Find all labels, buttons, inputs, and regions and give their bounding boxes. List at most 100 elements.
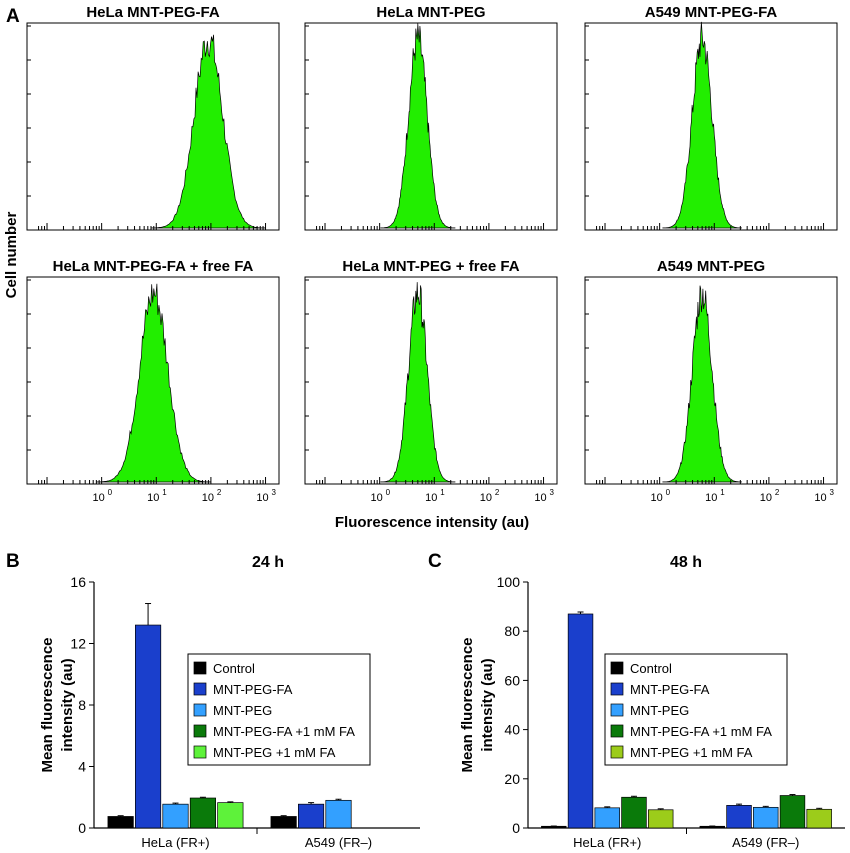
histogram-title: A549 MNT-PEG bbox=[657, 258, 765, 275]
histogram-x-tick-label: 10 bbox=[371, 492, 383, 504]
bar-chart-category-label: A549 (FR–) bbox=[732, 835, 799, 850]
bar-chart-y-tick-label: 40 bbox=[504, 722, 520, 738]
bar bbox=[753, 806, 779, 829]
legend-swatch bbox=[610, 661, 624, 675]
bar-chart-y-tick-label: 8 bbox=[78, 697, 86, 713]
bar bbox=[298, 803, 325, 829]
histogram-panels: HeLa MNT-PEG-FA HeLa MNT-PEG A549 MNT-PEG-… bbox=[26, 4, 838, 504]
bar bbox=[107, 816, 134, 829]
histogram-x-tick-exponent: 0 bbox=[666, 488, 671, 497]
legend-swatch bbox=[193, 703, 207, 717]
histogram-x-tick-exponent: 0 bbox=[108, 488, 113, 497]
panel-label-c: C bbox=[428, 551, 442, 572]
histogram-distribution bbox=[662, 285, 742, 483]
histogram-x-tick-label: 10 bbox=[147, 492, 159, 504]
histogram-x-tick-label: 10 bbox=[480, 492, 492, 504]
histogram-title: HeLa MNT-PEG + free FA bbox=[342, 258, 519, 275]
legend-swatch bbox=[193, 661, 207, 675]
bar-chart-ylabel: Mean fluorescence bbox=[459, 637, 476, 772]
bar-chart-y-tick-label: 4 bbox=[78, 759, 86, 775]
bar bbox=[699, 825, 726, 829]
histogram-x-tick-exponent: 3 bbox=[830, 488, 835, 497]
bar bbox=[806, 808, 832, 829]
bar-chart-y-tick-label: 0 bbox=[512, 820, 520, 836]
legend-label: MNT-PEG-FA +1 mM FA bbox=[213, 724, 355, 739]
legend-label: MNT-PEG bbox=[630, 703, 689, 718]
bar-chart-y-tick-label: 100 bbox=[497, 574, 521, 590]
histogram-x-tick-label: 10 bbox=[425, 492, 437, 504]
histogram-title: HeLa MNT-PEG-FA bbox=[86, 4, 220, 21]
histogram-x-tick-exponent: 0 bbox=[386, 488, 391, 497]
histogram-frame bbox=[584, 276, 838, 485]
histogram-ylabel: Cell number bbox=[3, 211, 20, 298]
bar bbox=[779, 795, 806, 829]
legend-box bbox=[604, 653, 788, 766]
bar bbox=[217, 802, 244, 829]
bar bbox=[135, 624, 162, 829]
histogram-title: A549 MNT-PEG-FA bbox=[645, 4, 778, 21]
panel-label-a: A bbox=[6, 6, 20, 27]
legend-label: Control bbox=[630, 661, 672, 676]
bar-chart-ylabel: intensity (au) bbox=[479, 658, 496, 751]
bar bbox=[621, 796, 647, 829]
bar bbox=[189, 797, 216, 829]
histogram-distribution bbox=[662, 21, 742, 229]
bar-chart-y-tick-label: 60 bbox=[504, 672, 520, 688]
histogram-x-tick-label: 10 bbox=[705, 492, 717, 504]
histogram-x-tick-exponent: 1 bbox=[440, 488, 445, 497]
histogram-x-tick-exponent: 3 bbox=[272, 488, 277, 497]
bar-chart-title: 24 h bbox=[252, 554, 284, 571]
legend-swatch bbox=[193, 745, 207, 759]
bar-chart-category-label: A549 (FR–) bbox=[305, 835, 372, 850]
bar-chart-panel: 48 h Mean fluorescence intensity (au) 0 20 40… bbox=[459, 554, 845, 850]
legend-swatch bbox=[610, 745, 624, 759]
legend-label: MNT-PEG-FA bbox=[630, 682, 710, 697]
histogram-frame bbox=[304, 22, 558, 231]
histogram-x-tick-exponent: 2 bbox=[495, 488, 500, 497]
legend-swatch bbox=[610, 724, 624, 738]
histogram-x-tick-exponent: 3 bbox=[550, 488, 555, 497]
histogram-frame bbox=[26, 276, 280, 485]
bar-chart-y-tick-label: 16 bbox=[70, 574, 86, 590]
bar bbox=[270, 816, 297, 829]
histogram-distribution bbox=[380, 282, 456, 483]
histogram-x-tick-label: 10 bbox=[651, 492, 663, 504]
legend-label: MNT-PEG +1 mM FA bbox=[630, 745, 753, 760]
bar-chart-title: 48 h bbox=[670, 554, 702, 571]
bar-chart-category-label: HeLa (FR+) bbox=[141, 835, 209, 850]
histogram-panel: HeLa MNT-PEG-FA bbox=[26, 4, 280, 231]
histogram-x-tick-label: 10 bbox=[202, 492, 214, 504]
histogram-frame bbox=[304, 276, 558, 485]
bar bbox=[325, 799, 352, 829]
histogram-frame bbox=[584, 22, 838, 231]
bar bbox=[162, 803, 189, 829]
bar-chart-category-label: HeLa (FR+) bbox=[573, 835, 641, 850]
bar bbox=[541, 825, 567, 829]
legend-box bbox=[187, 653, 371, 766]
histogram-x-tick-exponent: 1 bbox=[720, 488, 725, 497]
bar bbox=[567, 613, 594, 829]
legend-swatch bbox=[610, 682, 624, 696]
bar-chart-y-tick-label: 0 bbox=[78, 820, 86, 836]
histogram-x-tick-label: 10 bbox=[814, 492, 826, 504]
legend-swatch bbox=[193, 682, 207, 696]
legend-swatch bbox=[193, 724, 207, 738]
histogram-panel: HeLa MNT-PEG bbox=[304, 4, 558, 231]
histogram-x-tick-exponent: 2 bbox=[775, 488, 780, 497]
histogram-x-tick-label: 10 bbox=[760, 492, 772, 504]
histogram-x-tick-label: 10 bbox=[93, 492, 105, 504]
legend-label: Control bbox=[213, 661, 255, 676]
bar-chart-ylabel: intensity (au) bbox=[59, 658, 76, 751]
histogram-panel: A549 MNT-PEG-FA bbox=[584, 4, 838, 231]
bar-chart-ylabel: Mean fluorescence bbox=[39, 637, 56, 772]
bar-chart-y-tick-label: 20 bbox=[504, 771, 520, 787]
bar-chart-y-tick-label: 80 bbox=[504, 623, 520, 639]
histogram-x-tick-exponent: 1 bbox=[162, 488, 167, 497]
panel-label-b: B bbox=[6, 551, 20, 572]
legend-swatch bbox=[610, 703, 624, 717]
